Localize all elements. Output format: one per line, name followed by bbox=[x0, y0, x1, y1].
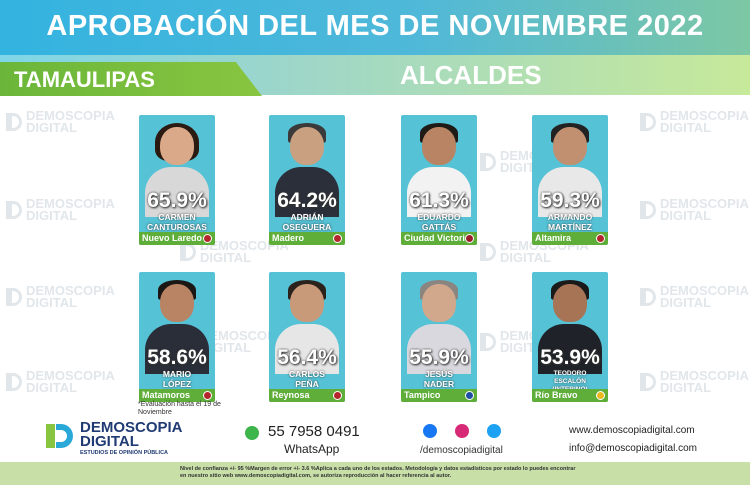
subtitle: ALCALDES bbox=[400, 60, 542, 90]
page-title: APROBACIÓN DEL MES DE NOVIEMBRE 2022 bbox=[46, 10, 704, 42]
party-logo-icon bbox=[333, 234, 342, 243]
candidate-name: ADRIÁN OSEGUERA bbox=[282, 212, 332, 232]
party-logo-icon bbox=[465, 391, 474, 400]
brand-name: DEMOSCOPIA DIGITAL bbox=[80, 419, 183, 450]
candidate-name: CARLOS PEÑA bbox=[289, 369, 325, 389]
city-label: Reynosa bbox=[272, 390, 310, 400]
approval-percent: 64.2% bbox=[277, 189, 337, 212]
city-bar: Ciudad Victoria bbox=[401, 232, 477, 245]
approval-percent: 56.4% bbox=[277, 346, 337, 369]
city-bar: Altamira bbox=[532, 232, 608, 245]
whatsapp-label: WhatsApp bbox=[284, 442, 340, 456]
city-bar: Reynosa bbox=[269, 389, 345, 402]
candidate-card: 56.4% CARLOS PEÑA Reynosa bbox=[269, 272, 345, 402]
city-bar: Madero bbox=[269, 232, 345, 245]
whatsapp-icon bbox=[245, 426, 259, 440]
candidate-card: 58.6% MARIO LÓPEZ Matamoros bbox=[139, 272, 215, 402]
approval-percent: 58.6% bbox=[147, 346, 207, 369]
city-label: Ciudad Victoria bbox=[404, 233, 470, 243]
candidate-photo bbox=[532, 115, 608, 217]
candidate-photo bbox=[269, 272, 345, 374]
instagram-icon[interactable] bbox=[455, 424, 469, 438]
candidate-card: 65.9% CARMEN CANTUROSAS Nuevo Laredo bbox=[139, 115, 215, 245]
facebook-icon[interactable] bbox=[423, 424, 437, 438]
footer-disclaimer: Nivel de confianza +/- 95 %Margen de err… bbox=[180, 466, 576, 479]
footer-bar: Nivel de confianza +/- 95 %Margen de err… bbox=[0, 462, 750, 485]
evaluation-note: *Evaluación hasta el 19 de Noviembre bbox=[138, 401, 221, 416]
candidate-name: JESÚS NADER bbox=[423, 369, 455, 389]
candidate-photo bbox=[269, 115, 345, 217]
whatsapp-phone[interactable]: 55 7958 0491 bbox=[268, 423, 360, 440]
party-logo-icon bbox=[203, 234, 212, 243]
city-bar: Tampico bbox=[401, 389, 477, 402]
approval-percent: 55.9% bbox=[409, 346, 469, 369]
city-label: Altamira bbox=[535, 233, 572, 243]
approval-percent: 59.3% bbox=[540, 189, 600, 212]
city-label: Nuevo Laredo bbox=[142, 233, 203, 243]
candidate-name: MARIO LÓPEZ bbox=[162, 369, 192, 389]
candidate-photo bbox=[139, 115, 215, 217]
city-bar: Río Bravo bbox=[532, 389, 608, 402]
approval-percent: 53.9% bbox=[540, 346, 600, 369]
approval-percent: 61.3% bbox=[409, 189, 469, 212]
city-label: Madero bbox=[272, 233, 305, 243]
party-logo-icon bbox=[203, 391, 212, 400]
party-logo-icon bbox=[596, 234, 605, 243]
candidate-card: 55.9% JESÚS NADER Tampico bbox=[401, 272, 477, 402]
city-label: Tampico bbox=[404, 390, 441, 400]
candidate-photo bbox=[139, 272, 215, 374]
candidate-card: 64.2% ADRIÁN OSEGUERA Madero bbox=[269, 115, 345, 245]
candidate-card: 59.3% ARMANDO MARTÍNEZ Altamira bbox=[532, 115, 608, 245]
city-bar: Nuevo Laredo bbox=[139, 232, 215, 245]
approval-percent: 65.9% bbox=[147, 189, 207, 212]
website-link[interactable]: www.demoscopiadigital.com bbox=[569, 425, 695, 436]
brand-tagline: ESTUDIOS DE OPINIÓN PÚBLICA bbox=[80, 450, 169, 456]
candidate-photo bbox=[532, 272, 608, 374]
candidate-photo bbox=[401, 115, 477, 217]
header-banner bbox=[0, 0, 750, 64]
candidate-name: ARMANDO MARTÍNEZ bbox=[547, 212, 593, 232]
city-bar: Matamoros bbox=[139, 389, 215, 402]
twitter-icon[interactable] bbox=[487, 424, 501, 438]
social-handle[interactable]: /demoscopiadigital bbox=[420, 445, 503, 456]
city-label: Río Bravo bbox=[535, 390, 578, 400]
demoscopia-logo-icon bbox=[46, 424, 73, 448]
party-logo-icon bbox=[596, 391, 605, 400]
party-logo-icon bbox=[333, 391, 342, 400]
state-label: TAMAULIPAS bbox=[14, 67, 155, 92]
email-link[interactable]: info@demoscopiadigital.com bbox=[569, 443, 697, 454]
candidate-photo bbox=[401, 272, 477, 374]
city-label: Matamoros bbox=[142, 390, 191, 400]
candidate-name: CARMEN CANTUROSAS bbox=[147, 212, 207, 232]
state-tab: TAMAULIPAS bbox=[0, 62, 262, 96]
party-logo-icon bbox=[465, 234, 474, 243]
candidate-name: EDUARDO GATTÁS bbox=[417, 212, 461, 232]
candidate-card: 61.3% EDUARDO GATTÁS Ciudad Victoria bbox=[401, 115, 477, 245]
